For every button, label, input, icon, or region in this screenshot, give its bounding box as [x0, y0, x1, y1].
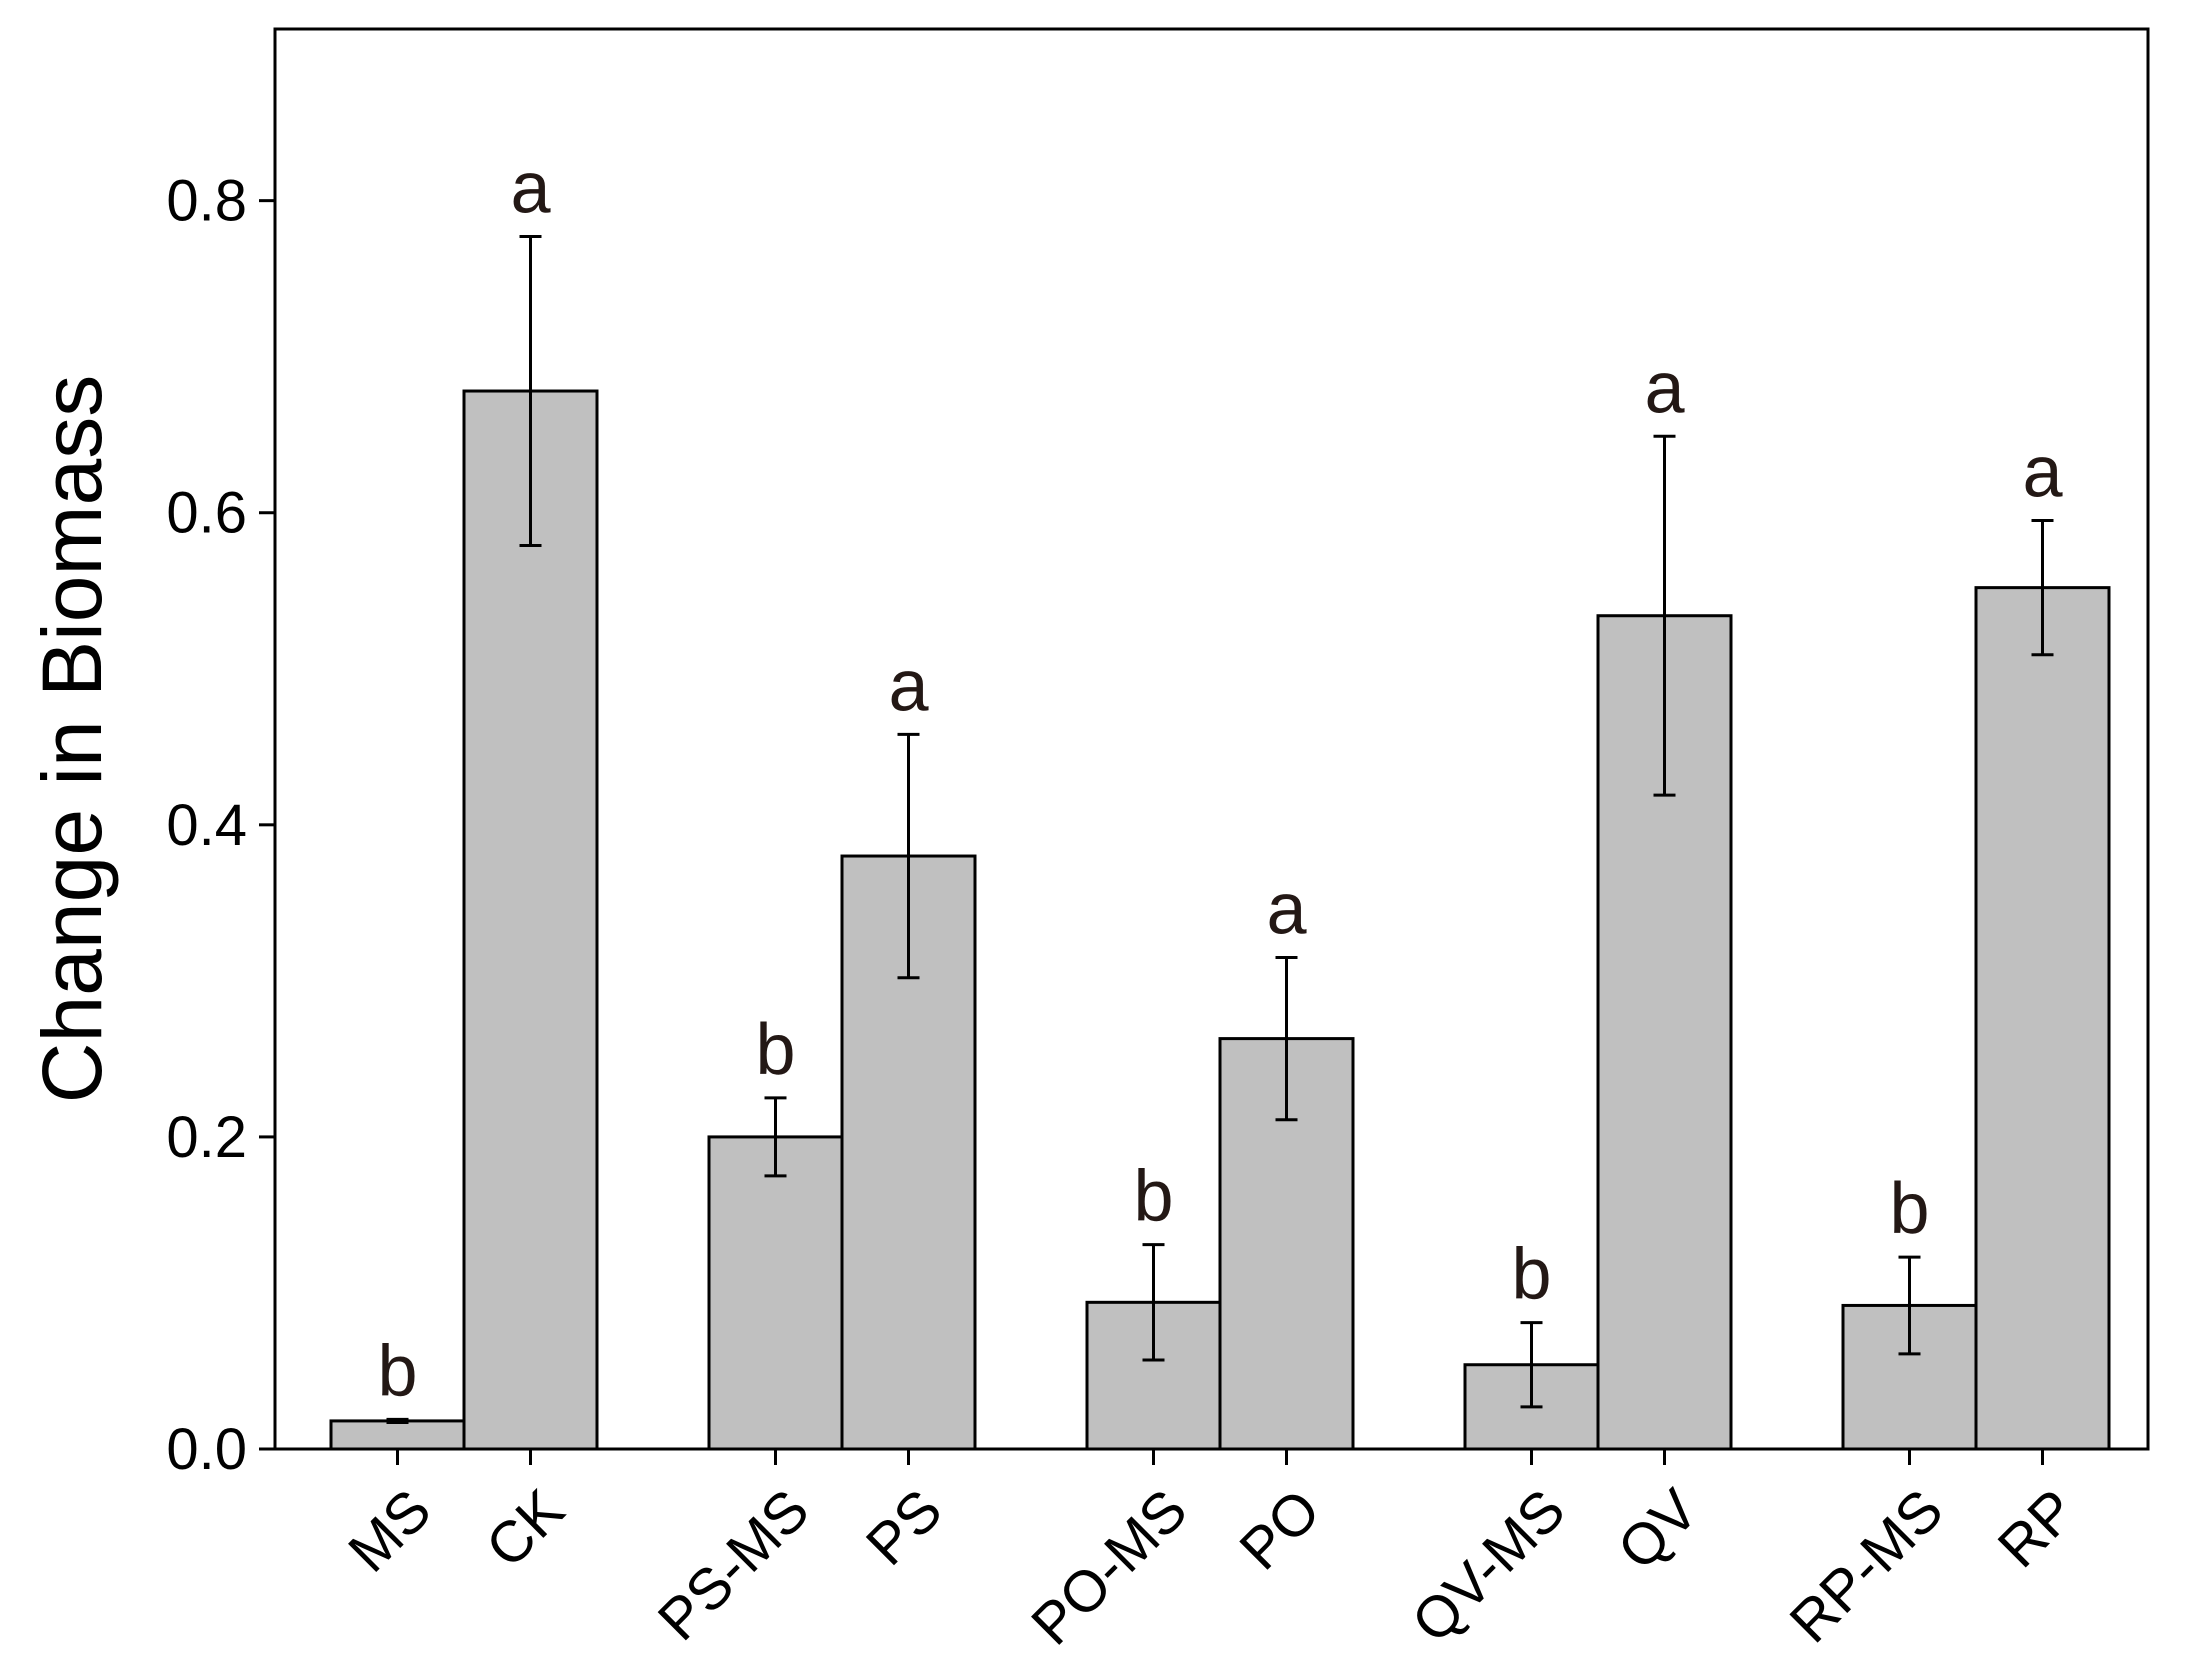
error-bar-rp	[2031, 519, 2054, 657]
x-tick-label: QV-MS	[1399, 1477, 1577, 1655]
significance-label: a	[888, 646, 929, 726]
significance-label: a	[1266, 869, 1307, 949]
significance-labels: b a b a b a b a b a	[377, 149, 2063, 1412]
error-bars	[386, 235, 2054, 1424]
bar-ms	[329, 1419, 466, 1451]
x-tick-label: QV	[1605, 1477, 1710, 1582]
x-tick-label: RP	[1986, 1477, 2089, 1580]
x-tick-label: CK	[474, 1477, 577, 1580]
significance-label: b	[1133, 1157, 1173, 1237]
significance-label: a	[1644, 348, 1685, 428]
bar-ps-ms	[707, 1135, 844, 1451]
x-tick-label: PO	[1227, 1477, 1332, 1582]
significance-label: a	[2022, 433, 2063, 513]
error-bar-ck	[519, 235, 542, 548]
error-bar-po	[1275, 955, 1298, 1122]
x-tick-label: PO-MS	[1019, 1477, 1199, 1657]
error-bar-qv	[1653, 434, 1676, 797]
significance-label: b	[377, 1331, 417, 1411]
error-bar-ps	[897, 732, 920, 980]
y-tick-label: 0.6	[166, 481, 247, 546]
y-tick-label: 0.0	[166, 1417, 247, 1482]
x-tick-label: PS	[854, 1477, 955, 1578]
y-axis-label: Change in Biomass	[25, 375, 119, 1103]
bar-ck	[462, 389, 599, 1451]
x-axis-ticks: MS CK PS-MS PS PO-MS PO QV-MS QV RP-MS RP	[336, 1449, 2089, 1658]
y-tick-label: 0.2	[166, 1105, 247, 1170]
error-bar-po-ms	[1142, 1243, 1165, 1362]
significance-label: a	[510, 149, 551, 229]
y-tick-label: 0.4	[166, 793, 247, 858]
error-bar-ps-ms	[764, 1096, 787, 1178]
significance-label: b	[1889, 1169, 1929, 1249]
bars	[329, 389, 2111, 1451]
x-tick-label: MS	[336, 1477, 443, 1584]
error-bar-rp-ms	[1898, 1255, 1921, 1356]
error-bar-qv-ms	[1520, 1321, 1543, 1409]
y-tick-label: 0.8	[166, 169, 247, 234]
significance-label: b	[755, 1010, 795, 1090]
error-bar-ms	[386, 1417, 409, 1424]
y-axis-ticks: 0.0 0.2 0.4 0.6 0.8	[166, 169, 275, 1482]
x-tick-label: PS-MS	[646, 1477, 822, 1653]
significance-label: b	[1511, 1235, 1551, 1315]
bar-rp	[1974, 586, 2111, 1451]
plot-area-frame	[273, 27, 2150, 1451]
x-tick-label: RP-MS	[1777, 1477, 1955, 1655]
